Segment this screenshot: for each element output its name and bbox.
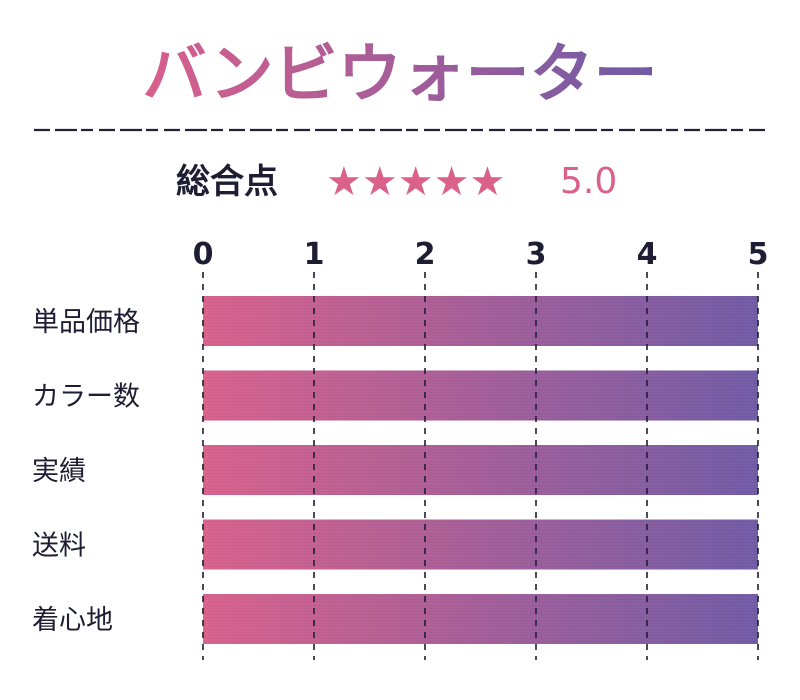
bar-texture <box>203 370 758 421</box>
tick-label: 4 <box>637 237 658 272</box>
category-label: 単品価格 <box>32 307 140 338</box>
overall-label: 総合点 <box>176 162 278 202</box>
bar-texture <box>203 445 758 495</box>
bar-texture <box>203 594 758 644</box>
overall-stars: ★★★★★ <box>326 159 505 205</box>
tick-label: 1 <box>304 237 325 272</box>
category-label: カラー数 <box>32 382 140 413</box>
bar-texture <box>203 519 758 570</box>
overall-score: 5.0 <box>560 161 617 202</box>
category-label: 実績 <box>32 456 86 487</box>
tick-label: 0 <box>193 237 214 272</box>
tick-label: 2 <box>415 237 436 272</box>
tick-label: 3 <box>526 237 547 272</box>
category-label: 送料 <box>32 531 86 562</box>
page-title: バンビウォーター <box>142 38 657 112</box>
tick-label: 5 <box>748 237 769 272</box>
bar-texture <box>203 296 758 346</box>
category-label: 着心地 <box>32 605 113 636</box>
